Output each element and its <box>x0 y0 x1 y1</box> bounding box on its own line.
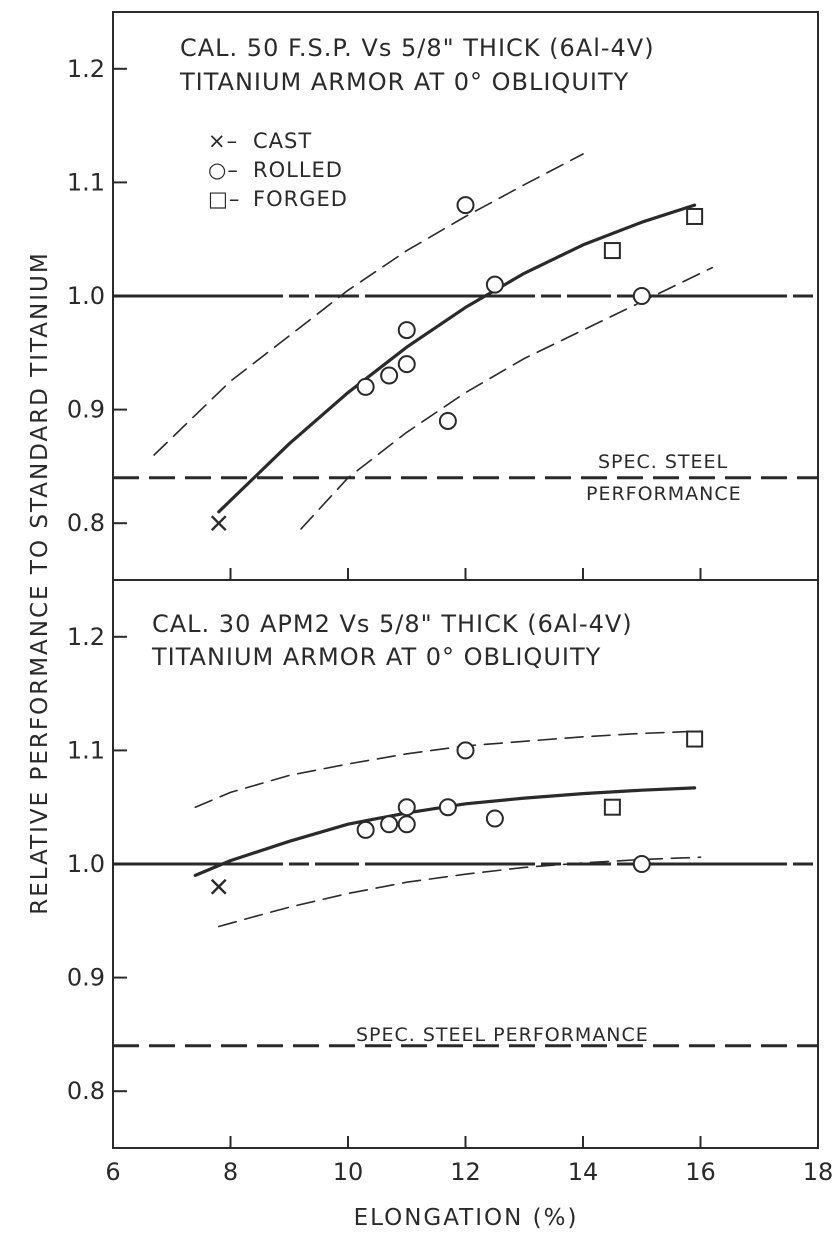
legend-marker-forged: □– <box>208 187 240 211</box>
top-title-line-1: CAL. 50 F.S.P. Vs 5/8" THICK (6Al-4V) <box>180 34 655 62</box>
bottom-x-tick-label: 14 <box>568 1158 599 1186</box>
top-y-tick-label: 0.9 <box>67 396 105 424</box>
bottom-y-tick-label: 1.1 <box>67 736 105 764</box>
legend: ×– CAST ○– ROLLED □– FORGED <box>208 129 348 211</box>
bottom-bound-curve <box>194 730 702 808</box>
top-point-rolled <box>438 411 457 430</box>
top-y-tick-label: 1.0 <box>67 282 105 310</box>
legend-marker-rolled: ○– <box>208 158 239 182</box>
top-bound-curve <box>153 153 584 456</box>
x-axis-label: ELONGATION (%) <box>354 1205 579 1231</box>
bottom-title-line-1: CAL. 30 APM2 Vs 5/8" THICK (6Al-4V) <box>152 610 633 638</box>
bottom-point-forged <box>686 730 704 748</box>
y-axis-label: RELATIVE PERFORMANCE TO STANDARD TITANIU… <box>27 251 53 914</box>
top-bound-curve <box>300 266 714 530</box>
top-point-forged <box>686 207 704 225</box>
bottom-y-tick-label: 0.9 <box>67 964 105 992</box>
legend-label-cast: CAST <box>253 129 312 153</box>
bottom-point-rolled <box>632 855 651 873</box>
bottom-title-line-2: TITANIUM ARMOR AT 0° OBLIQUITY <box>151 643 601 671</box>
top-point-rolled <box>456 196 475 215</box>
bottom-point-rolled <box>356 820 375 839</box>
top-performance-label: PERFORMANCE <box>586 483 742 505</box>
bottom-spec-steel-label: SPEC. STEEL PERFORMANCE <box>356 1024 649 1046</box>
top-y-tick-label: 1.2 <box>67 55 105 83</box>
top-point-rolled <box>397 321 416 340</box>
bottom-x-tick-label: 16 <box>685 1158 716 1186</box>
top-point-rolled <box>397 355 416 374</box>
top-point-rolled <box>380 366 399 385</box>
top-point-rolled <box>632 287 651 305</box>
bottom-x-tick-label: 10 <box>333 1158 364 1186</box>
top-point-forged <box>603 242 621 260</box>
top-fit-curve <box>217 203 697 514</box>
legend-marker-cast: ×– <box>208 129 238 153</box>
top-title-line-2: TITANIUM ARMOR AT 0° OBLIQUITY <box>179 68 629 96</box>
bottom-fit-curve <box>193 786 697 877</box>
legend-label-rolled: ROLLED <box>253 158 343 182</box>
bottom-y-tick-label: 1.0 <box>67 850 105 878</box>
bottom-point-cast <box>210 878 227 895</box>
panel-top: 0.8 0.9 1.0 1.1 1.2 <box>67 55 819 580</box>
bottom-bound-curve <box>218 856 702 928</box>
bottom-y-tick-label: 0.8 <box>67 1077 105 1105</box>
bottom-point-rolled <box>397 815 416 834</box>
legend-label-forged: FORGED <box>253 187 348 211</box>
bottom-x-tick-label: 12 <box>450 1158 481 1186</box>
bottom-point-rolled <box>438 798 457 817</box>
top-y-tick-label: 1.1 <box>67 168 105 196</box>
top-point-rolled <box>356 377 375 396</box>
bottom-x-tick-label: 6 <box>105 1158 120 1186</box>
top-y-tick-label: 0.8 <box>67 509 105 537</box>
top-point-cast <box>210 515 227 532</box>
bottom-x-tick-label: 8 <box>223 1158 238 1186</box>
panel-bottom: 0.8 0.9 1.0 1.1 1.2 6 8 10 12 14 16 18 <box>67 623 833 1186</box>
bottom-point-rolled <box>380 815 399 834</box>
top-point-rolled <box>485 275 504 294</box>
bottom-point-rolled <box>485 809 504 828</box>
top-spec-steel-label: SPEC. STEEL <box>598 451 728 473</box>
bottom-y-tick-label: 1.2 <box>67 623 105 651</box>
bottom-point-rolled <box>456 741 475 760</box>
bottom-x-tick-label: 18 <box>803 1158 833 1186</box>
bottom-point-rolled <box>397 798 416 817</box>
bottom-point-forged <box>603 798 621 816</box>
